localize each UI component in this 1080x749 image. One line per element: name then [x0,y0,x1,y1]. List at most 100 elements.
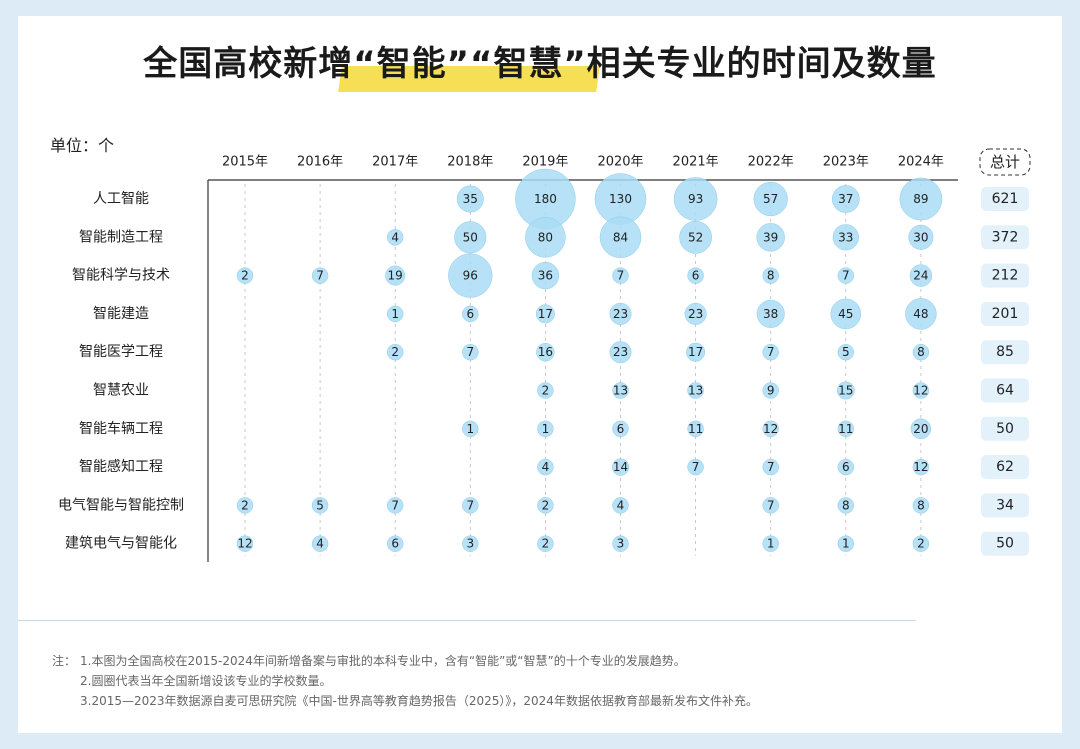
bubble-value: 7 [767,498,775,512]
data-bubble [609,341,632,364]
bubble-value: 1 [542,422,550,436]
data-bubble [236,497,254,514]
bubble-value: 12 [763,422,778,436]
data-bubble [525,217,566,258]
data-bubble [762,267,779,284]
data-bubble [537,420,554,438]
total-value: 212 [992,268,1019,284]
total-value-box [981,416,1029,441]
total-value-box [981,187,1029,211]
bubble-value: 23 [688,307,703,321]
year-tick-label: 2019年 [522,155,568,170]
bubble-value: 84 [613,230,628,244]
bubble-value: 4 [316,537,324,551]
data-bubble [912,343,930,361]
bubble-value: 23 [613,307,628,321]
bubble-value: 5 [842,345,850,359]
bubble-value: 93 [688,192,703,206]
bubble-value: 8 [917,345,925,359]
bubble-value: 4 [391,230,399,244]
row-label: 智能建造 [93,306,149,322]
bubble-value: 80 [538,230,553,244]
data-bubble [687,420,704,438]
bubble-value: 13 [613,384,628,398]
data-bubble [756,299,785,328]
bubble-value: 7 [466,498,474,512]
total-header-box [979,148,1031,176]
bubble-value: 14 [613,460,628,474]
data-bubble [462,343,479,361]
bubble-value: 57 [763,192,778,206]
chart-frame [18,16,1062,733]
bubble-value: 2 [241,498,249,512]
bubble-value: 35 [463,192,478,206]
bubble-value: 2 [542,537,550,551]
total-value-box [981,455,1029,480]
bubble-value: 4 [617,498,625,512]
data-bubble [837,497,855,514]
bubble-value: 8 [842,498,850,512]
year-tick-label: 2023年 [823,155,869,170]
total-value: 64 [996,383,1014,399]
bubble-value: 23 [613,345,628,359]
year-tick-label: 2024年 [898,155,944,170]
total-value-box [981,263,1029,288]
bubble-value: 2 [542,384,550,398]
row-label: 智能制造工程 [79,229,163,245]
data-bubble [905,298,937,330]
data-bubble [536,343,555,362]
bubble-value: 6 [842,460,850,474]
bubble-value: 1 [391,307,399,321]
total-value: 34 [996,497,1014,513]
data-bubble [912,382,930,399]
total-value-box [981,493,1029,518]
data-bubble [912,497,930,514]
bubble-value: 50 [463,230,478,244]
data-bubble [612,420,629,438]
bubble-value: 89 [913,192,928,206]
data-bubble [537,497,554,514]
data-bubble [386,535,404,552]
data-bubble [462,305,479,323]
bubble-value: 96 [463,269,478,283]
data-bubble [762,420,779,438]
data-bubble [462,420,479,438]
data-bubble [753,181,788,217]
data-bubble [609,302,632,325]
bubble-value: 7 [316,269,324,283]
total-value: 50 [996,421,1014,437]
bubble-value: 45 [838,307,853,321]
data-bubble [831,185,860,213]
year-tick-label: 2022年 [748,155,794,170]
data-bubble [684,302,707,325]
bubble-value: 2 [241,269,249,283]
bubble-value: 39 [763,230,778,244]
row-label: 人工智能 [93,191,149,207]
bubble-value: 5 [316,498,324,512]
bubble-value: 6 [692,269,700,283]
row-label: 建筑电气与智能化 [65,536,177,552]
total-value: 372 [992,229,1019,245]
bubble-value: 2 [917,537,925,551]
data-bubble [386,497,404,514]
data-bubble [686,342,706,362]
total-value: 621 [992,191,1019,207]
total-value-box [981,531,1029,556]
data-bubble [454,221,487,254]
bubble-value: 7 [767,460,775,474]
data-bubble [762,497,779,514]
bubble-value: 4 [542,460,550,474]
data-bubble [448,253,493,298]
data-bubble [673,177,718,221]
data-bubble [537,535,554,552]
bubble-value: 6 [617,422,625,436]
year-tick-label: 2018年 [447,155,493,170]
data-bubble [687,382,704,399]
data-bubble [462,535,479,552]
total-value-box [981,301,1029,326]
total-value: 50 [996,536,1014,552]
bubble-value: 19 [388,269,403,283]
total-value-box [981,378,1029,403]
bubble-value: 8 [917,498,925,512]
data-bubble [611,458,630,476]
